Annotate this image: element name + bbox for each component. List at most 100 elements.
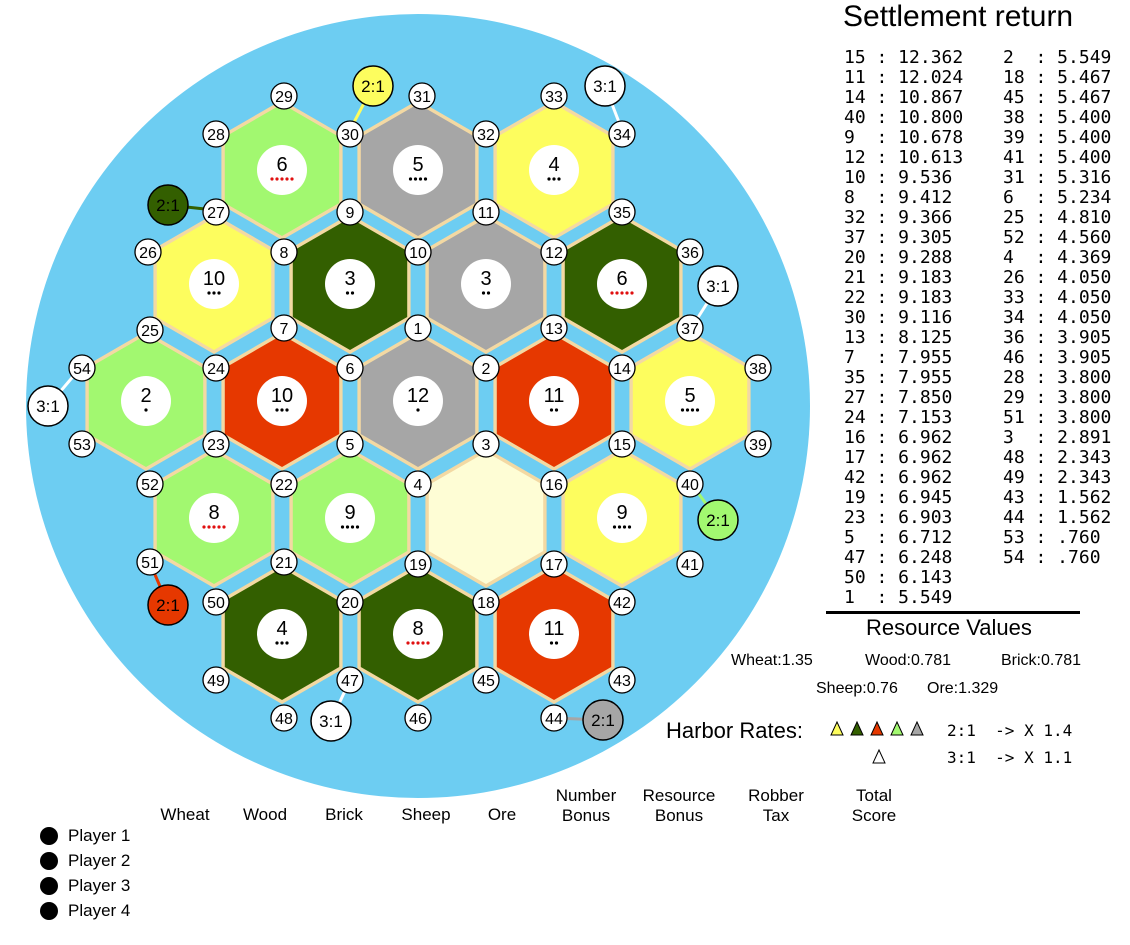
settlement-vertex[interactable] [408,82,436,110]
settlement-vertex[interactable] [744,354,772,382]
number-token-label: 8 [412,618,423,640]
settlement-vertex[interactable] [744,430,772,458]
settlement-return-row: 6 : 5.234 [1003,187,1112,208]
number-token-label: 12 [407,385,429,407]
settlement-vertex[interactable] [202,198,230,226]
pip-dot [207,291,211,295]
settlement-return-row: 14 : 10.867 [844,87,964,108]
settlement-vertex[interactable] [472,354,500,382]
settlement-vertex[interactable] [336,430,364,458]
player-row-2[interactable]: Player 2 [40,851,130,871]
settlement-vertex[interactable] [404,550,432,578]
settlement-vertex[interactable] [540,314,568,342]
settlement-vertex[interactable] [136,470,164,498]
pip-dot [695,408,700,412]
harbor-generic[interactable] [584,65,626,107]
settlement-vertex[interactable] [68,430,96,458]
harbor-generic[interactable] [27,385,69,427]
resource-value-ore: Ore:1.329 [927,680,999,697]
player-row-3[interactable]: Player 3 [40,876,130,896]
pip-dot [270,177,274,181]
harbor-wheat[interactable] [352,65,394,107]
settlement-vertex[interactable] [472,666,500,694]
column-header-sheep: Sheep [401,805,451,824]
settlement-vertex[interactable] [202,430,230,458]
settlement-vertex[interactable] [68,354,96,382]
harbor-sheep[interactable] [697,499,739,541]
settlement-vertex[interactable] [336,120,364,148]
settlement-vertex[interactable] [270,548,298,576]
pip-dot [610,291,614,295]
settlement-return-row: 18 : 5.467 [1003,67,1112,88]
settlement-vertex-label: 44 [545,711,563,728]
settlement-vertex[interactable] [270,704,298,732]
settlement-vertex[interactable] [270,238,298,266]
settlement-vertex[interactable] [540,704,568,732]
player-marker-icon [40,902,58,920]
harbor-wood[interactable] [147,184,189,226]
settlement-vertex[interactable] [404,238,432,266]
settlement-vertex[interactable] [472,120,500,148]
settlement-vertex[interactable] [676,550,704,578]
settlement-vertex[interactable] [676,238,704,266]
settlement-vertex[interactable] [404,704,432,732]
pip-dot [280,177,284,181]
settlement-vertex[interactable] [676,470,704,498]
settlement-vertex[interactable] [540,82,568,110]
number-token-label: 4 [548,154,559,176]
column-header-number-bonus: Number Bonus [555,786,617,825]
player-marker-icon [40,877,58,895]
harbor-generic[interactable] [310,700,352,742]
pip-dot [685,408,690,412]
settlement-vertex[interactable] [472,198,500,226]
pip-dot [217,291,221,295]
settlement-vertex[interactable] [134,238,162,266]
settlement-vertex[interactable] [136,548,164,576]
settlement-vertex-label: 4 [414,477,423,494]
settlement-vertex[interactable] [540,470,568,498]
harbor-generic[interactable] [697,265,739,307]
settlement-vertex[interactable] [270,314,298,342]
settlement-vertex[interactable] [404,470,432,498]
settlement-vertex[interactable] [472,430,500,458]
settlement-vertex-label: 34 [613,127,631,144]
settlement-vertex[interactable] [202,588,230,616]
settlement-vertex-label: 15 [613,437,631,454]
harbor-ore[interactable] [582,699,624,741]
settlement-vertex[interactable] [202,666,230,694]
settlement-vertex-label: 7 [280,321,289,338]
settlement-vertex[interactable] [608,120,636,148]
settlement-vertex[interactable] [608,430,636,458]
settlement-vertex[interactable] [608,588,636,616]
settlement-vertex[interactable] [136,316,164,344]
settlement-vertex[interactable] [336,198,364,226]
settlement-vertex[interactable] [202,120,230,148]
settlement-vertex[interactable] [540,550,568,578]
settlement-vertex[interactable] [336,354,364,382]
settlement-vertex[interactable] [608,198,636,226]
harbor-label: 3:1 [319,712,343,731]
settlement-vertex[interactable] [608,666,636,694]
settlement-return-row: 13 : 8.125 [844,327,953,348]
hex-tile-desert[interactable] [428,452,544,584]
settlement-return-row: 27 : 7.850 [844,387,953,408]
settlement-vertex[interactable] [676,314,704,342]
settlement-vertex[interactable] [202,354,230,382]
settlement-vertex[interactable] [270,470,298,498]
pip-dot [345,525,350,529]
player-row-4[interactable]: Player 4 [40,901,130,921]
settlement-vertex[interactable] [540,238,568,266]
player-row-1[interactable]: Player 1 [40,826,130,846]
settlement-vertex[interactable] [336,666,364,694]
settlement-vertex[interactable] [404,314,432,342]
settlement-vertex[interactable] [608,354,636,382]
settlement-return-row: 17 : 6.962 [844,447,953,468]
settlement-return-row: 28 : 3.800 [1003,367,1112,388]
settlement-vertex[interactable] [472,588,500,616]
pip-dot [340,525,345,529]
settlement-vertex[interactable] [270,82,298,110]
harbor-brick[interactable] [147,584,189,626]
harbor-label: 2:1 [591,711,615,730]
settlement-vertex[interactable] [336,588,364,616]
